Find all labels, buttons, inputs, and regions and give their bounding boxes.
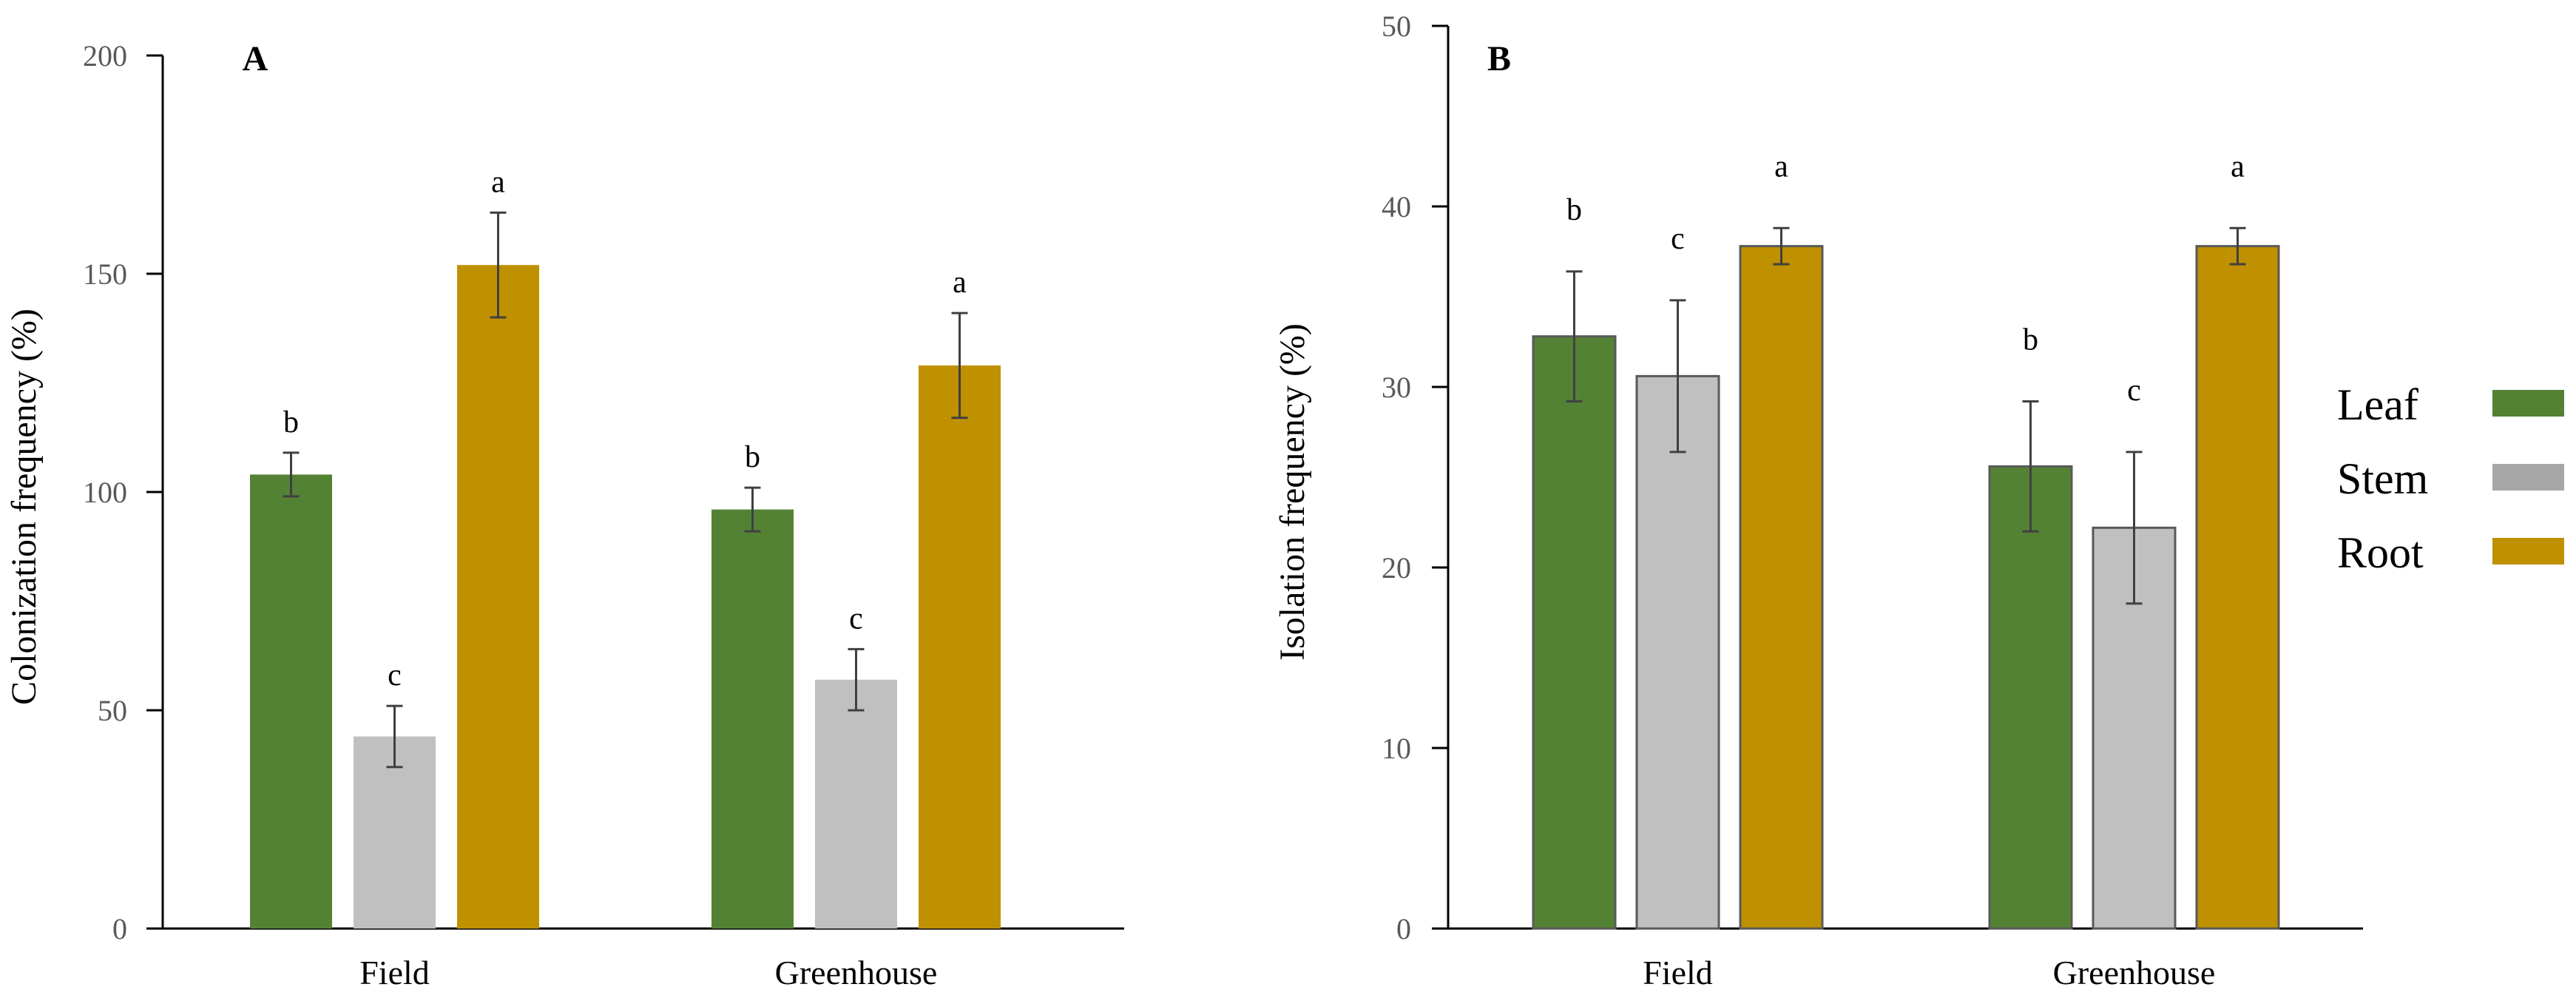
significance-letter: c: [849, 602, 863, 636]
significance-letter: a: [2231, 149, 2245, 183]
significance-letter: a: [1774, 149, 1788, 183]
y-axis-title: Isolation frequency (%): [1273, 323, 1312, 661]
panel-label: B: [1487, 39, 1511, 78]
bar-root-field: [1739, 245, 1824, 930]
bar-leaf-field: [1532, 335, 1617, 930]
legend-label-stem: Stem: [2337, 454, 2428, 503]
bar-root-greenhouse: [2195, 245, 2280, 930]
x-category-label: Greenhouse: [775, 954, 938, 991]
legend-label-leaf: Leaf: [2337, 380, 2418, 429]
y-tick-label: 150: [83, 257, 127, 291]
panel-a-colonization-chart: 0 50 100 150 200 Colonization frequency (%) Ab…: [4, 39, 1124, 991]
y-tick-label: 0: [1396, 912, 1411, 946]
panel-label: A: [243, 39, 268, 78]
x-category-label: Field: [1643, 954, 1713, 991]
bar-leaf-field: [250, 474, 332, 929]
x-category-label: Field: [359, 954, 430, 991]
y-tick-label: 50: [98, 694, 127, 727]
x-category-label: Greenhouse: [2053, 954, 2216, 991]
legend: Leaf Stem Root: [2337, 380, 2564, 577]
y-tick-label: 0: [112, 912, 127, 946]
panel-b-isolation-chart: 0 10 20 30 40 50 Isolation frequency (%) Bb c a Fi…: [1273, 10, 2363, 991]
significance-letter: c: [388, 658, 402, 693]
significance-letter: c: [1671, 222, 1685, 256]
y-tick-label: 40: [1382, 190, 1411, 223]
significance-letter: a: [953, 266, 967, 300]
bar-stem-greenhouse: [815, 679, 897, 929]
bar-root-field: [457, 265, 539, 929]
y-tick-label: 10: [1382, 732, 1411, 765]
y-tick-label: 100: [83, 476, 127, 509]
legend-label-root: Root: [2337, 528, 2424, 577]
bar-leaf-greenhouse: [1988, 465, 2073, 930]
y-tick-label: 50: [1382, 10, 1411, 43]
significance-letter: b: [2023, 323, 2038, 357]
y-tick-label: 20: [1382, 551, 1411, 584]
bar-stem-field: [1635, 374, 1720, 930]
bar-stem-field: [354, 736, 436, 929]
legend-swatch-stem: [2492, 464, 2564, 491]
y-tick-label: 30: [1382, 371, 1411, 404]
significance-letter: c: [2127, 374, 2141, 408]
significance-letter: a: [491, 165, 505, 199]
y-axis-title: Colonization frequency (%): [4, 309, 44, 705]
y-tick-label: 200: [83, 39, 127, 73]
significance-letter: b: [283, 405, 299, 439]
significance-letter: b: [745, 440, 760, 474]
bar-leaf-greenhouse: [711, 509, 794, 929]
legend-swatch-root: [2492, 538, 2564, 565]
bar-root-greenhouse: [919, 365, 1001, 929]
legend-swatch-leaf: [2492, 390, 2564, 417]
significance-letter: b: [1566, 193, 1582, 227]
